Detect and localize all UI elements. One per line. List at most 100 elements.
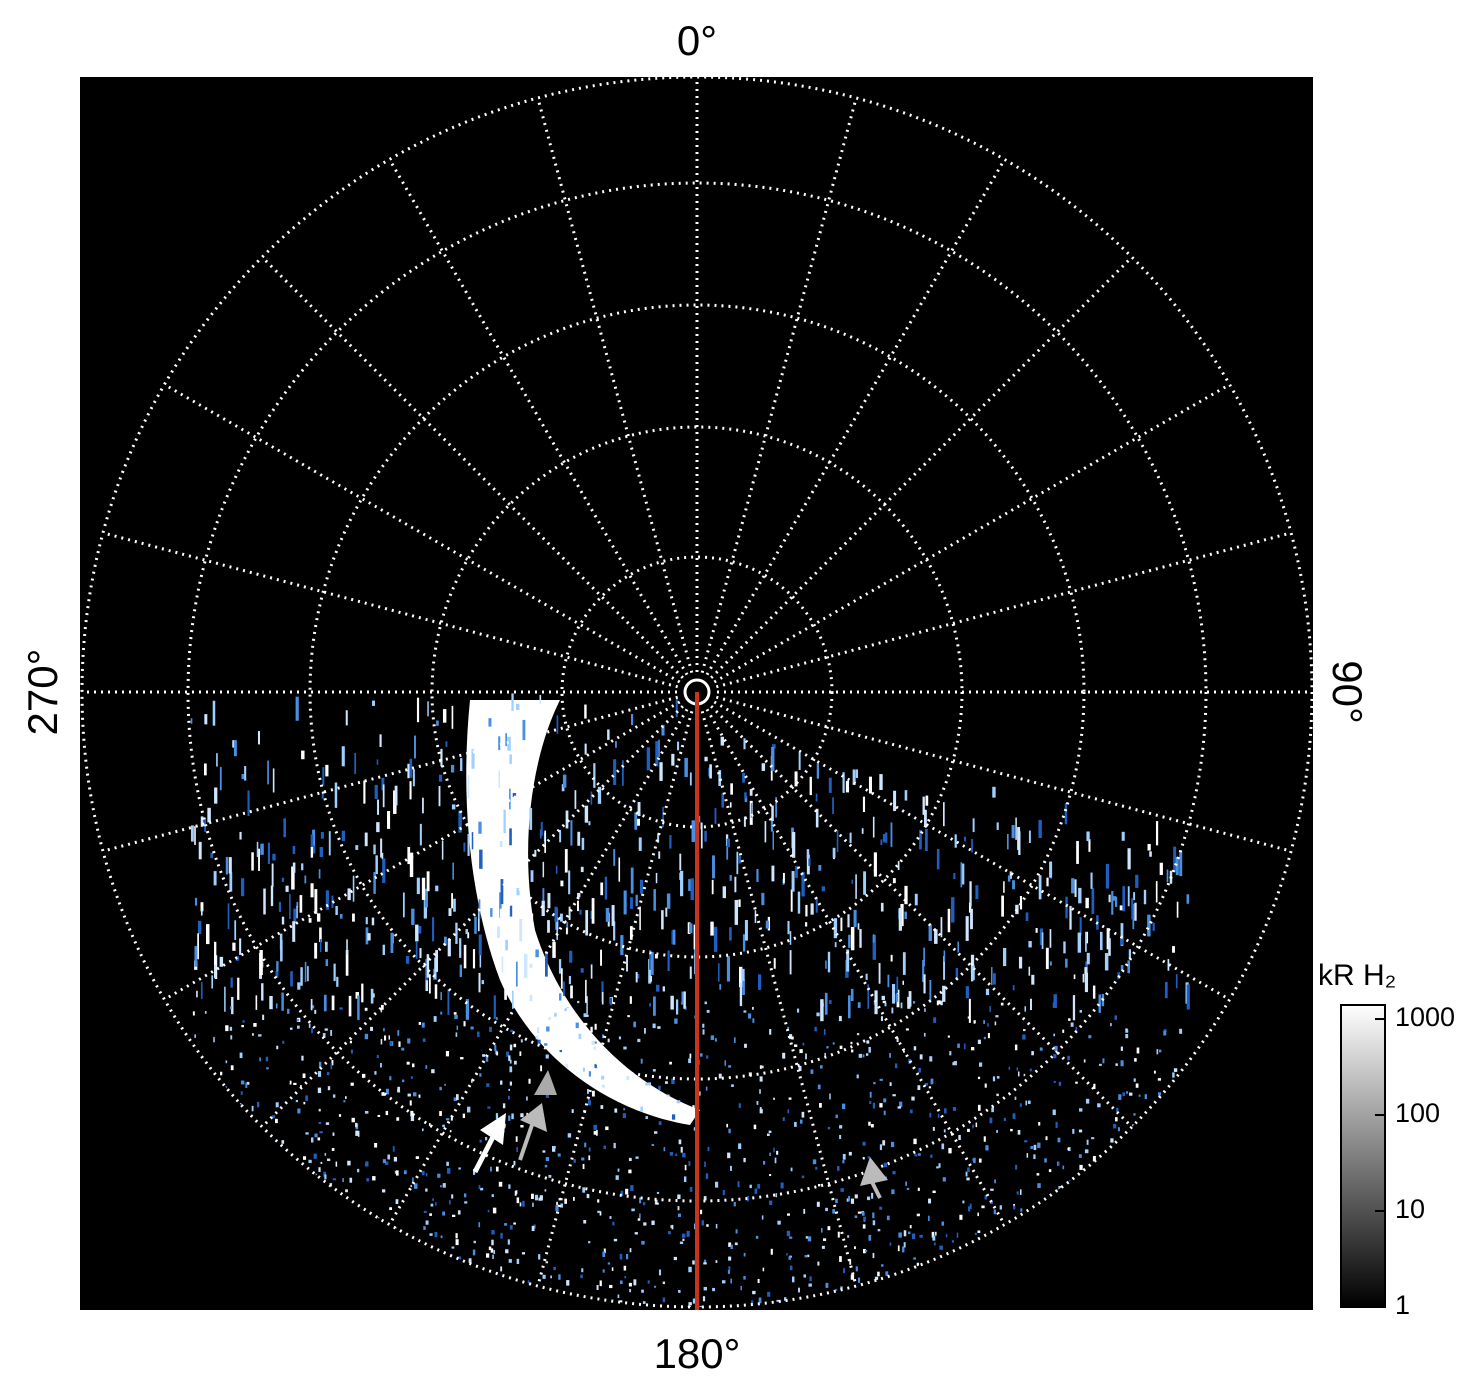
emission-speckle <box>457 1210 461 1215</box>
emission-speckle <box>374 1142 378 1148</box>
emission-speckle <box>715 1223 718 1229</box>
emission-speckle <box>682 1152 686 1158</box>
emission-speckle <box>609 1216 612 1219</box>
emission-speckle <box>410 1115 415 1122</box>
emission-speckle <box>522 1200 525 1207</box>
emission-speckle <box>314 942 318 959</box>
emission-speckle <box>816 763 820 779</box>
emission-speckle <box>1009 871 1012 879</box>
emission-speckle <box>738 899 741 908</box>
emission-speckle <box>932 1126 935 1131</box>
emission-speckle <box>678 1289 681 1293</box>
emission-speckle <box>325 959 329 967</box>
emission-speckle <box>425 959 428 982</box>
emission-speckle <box>872 1252 875 1259</box>
emission-speckle <box>577 831 581 846</box>
emission-speckle <box>512 793 517 798</box>
emission-speckle <box>377 799 380 815</box>
emission-speckle <box>317 1137 321 1141</box>
emission-speckle <box>807 1236 812 1242</box>
emission-speckle <box>1033 1154 1036 1160</box>
emission-speckle <box>275 971 279 978</box>
emission-speckle <box>415 1156 420 1159</box>
emission-speckle <box>514 996 518 1005</box>
emission-speckle <box>1135 874 1139 888</box>
emission-speckle <box>515 703 520 710</box>
emission-speckle <box>807 1254 810 1258</box>
emission-speckle <box>848 934 851 948</box>
emission-speckle <box>854 1246 856 1250</box>
emission-speckle <box>267 760 269 785</box>
emission-speckle <box>385 1161 389 1165</box>
emission-speckle <box>665 907 668 917</box>
emission-speckle <box>909 1109 913 1114</box>
emission-speckle <box>858 1053 863 1058</box>
emission-speckle <box>339 1007 343 1010</box>
emission-speckle <box>1144 1094 1147 1100</box>
emission-speckle <box>622 1113 626 1119</box>
emission-speckle <box>357 1168 360 1173</box>
emission-speckle <box>333 963 336 982</box>
emission-speckle <box>796 1008 800 1013</box>
emission-speckle <box>704 1161 706 1167</box>
emission-speckle <box>977 1212 979 1217</box>
emission-speckle <box>1053 1033 1056 1037</box>
emission-speckle <box>623 1108 626 1111</box>
emission-speckle <box>564 1008 567 1012</box>
emission-speckle <box>1147 914 1151 937</box>
emission-speckle <box>742 934 746 952</box>
emission-speckle <box>913 1138 917 1145</box>
emission-speckle <box>331 1148 335 1151</box>
emission-speckle <box>1186 984 1190 1010</box>
emission-speckle <box>574 790 577 809</box>
emission-speckle <box>310 834 314 856</box>
emission-speckle <box>1031 974 1035 985</box>
emission-speckle <box>275 1118 278 1124</box>
emission-speckle <box>426 871 430 892</box>
emission-speckle <box>983 1136 986 1142</box>
emission-speckle <box>425 1065 428 1069</box>
emission-speckle <box>996 1130 998 1133</box>
emission-speckle <box>619 1253 623 1260</box>
emission-speckle <box>827 1126 831 1130</box>
emission-speckle <box>376 822 380 833</box>
emission-speckle <box>651 1220 655 1225</box>
emission-speckle <box>657 1026 661 1029</box>
emission-speckle <box>210 852 214 859</box>
emission-speckle <box>618 1036 622 1040</box>
emission-speckle <box>923 974 926 994</box>
emission-speckle <box>1045 947 1049 970</box>
emission-speckle <box>805 1236 809 1239</box>
emission-speckle <box>989 1006 991 1012</box>
emission-speckle <box>1114 1015 1118 1020</box>
emission-speckle <box>1127 960 1131 974</box>
emission-speckle <box>225 1025 229 1032</box>
emission-speckle <box>318 869 321 879</box>
emission-speckle <box>503 809 506 834</box>
emission-speckle <box>508 1115 511 1121</box>
emission-speckle <box>1099 931 1103 951</box>
emission-speckle <box>275 1102 279 1108</box>
emission-speckle <box>676 1100 681 1104</box>
emission-speckle <box>545 1093 549 1098</box>
emission-speckle <box>842 1160 845 1164</box>
emission-speckle <box>352 875 355 902</box>
emission-speckle <box>575 1022 579 1029</box>
emission-speckle <box>449 1200 451 1205</box>
emission-speckle <box>872 1102 876 1109</box>
emission-speckle <box>923 1032 926 1037</box>
emission-speckle <box>699 1305 703 1307</box>
emission-speckle <box>380 1008 383 1013</box>
emission-speckle <box>948 1147 952 1154</box>
emission-speckle <box>510 905 513 917</box>
emission-speckle <box>847 1235 850 1238</box>
emission-speckle <box>653 1090 658 1096</box>
emission-speckle <box>669 1152 674 1156</box>
emission-speckle <box>688 1302 692 1306</box>
emission-speckle <box>251 852 254 871</box>
emission-speckle <box>872 1220 876 1226</box>
emission-speckle <box>833 918 838 939</box>
emission-speckle <box>702 1029 705 1035</box>
emission-speckle <box>850 1041 853 1045</box>
emission-speckle <box>815 897 818 913</box>
